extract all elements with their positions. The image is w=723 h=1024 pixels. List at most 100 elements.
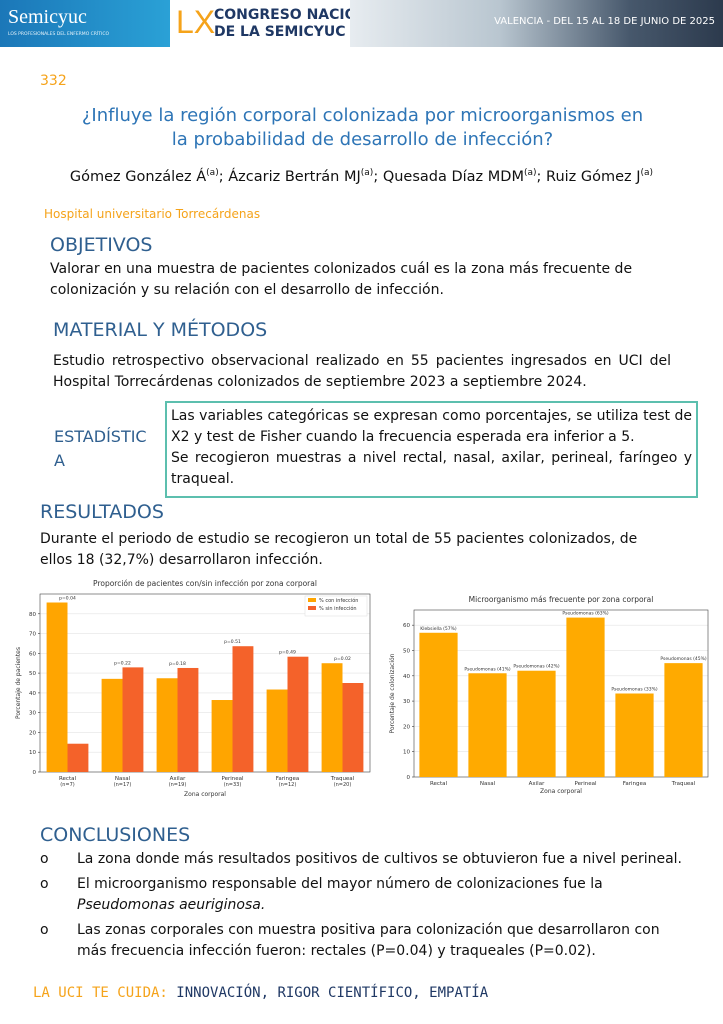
author-name: Quesada Díaz MDM	[382, 168, 524, 185]
x-tick-note: (n=7)	[60, 782, 74, 788]
legend-label: % sin infección	[319, 605, 357, 612]
x-tick-note: (n=17)	[114, 782, 132, 788]
stats-line: Se recogieron muestras a nivel rectal, n…	[171, 450, 692, 487]
section-heading: CONCLUSIONES	[40, 824, 191, 846]
section-text: Durante el periodo de estudio se recogie…	[40, 531, 638, 568]
x-tick-label: Traqueal	[671, 781, 696, 787]
x-tick-label: Nasal	[115, 776, 131, 782]
x-tick-note: (n=19)	[169, 782, 187, 788]
x-tick-label: Axilar	[170, 776, 186, 782]
p-value: p=0.04	[59, 596, 76, 602]
y-tick-label: 10	[29, 750, 36, 756]
logo-tagline: LOS PROFESIONALES DEL ENFERMO CRÍTICO	[8, 32, 110, 37]
poster-title: ¿Influye la región corporal colonizada p…	[81, 105, 644, 150]
y-axis-label: Porcentaje de pacientes	[15, 647, 22, 719]
conclusion-italic: Pseudomonas aeuriginosa.	[77, 897, 266, 913]
bar	[46, 602, 68, 772]
y-tick-label: 30	[29, 711, 36, 717]
x-tick-note: (n=12)	[279, 782, 297, 788]
author-name: Ázcariz Bertrán MJ	[228, 168, 361, 185]
legend-box	[304, 595, 368, 617]
section-heading: OBJETIVOS	[50, 234, 153, 256]
bar	[517, 670, 556, 777]
author-affiliation: (a)	[206, 168, 219, 178]
conclusion-item: o La zona donde más resultados positivos …	[40, 849, 690, 870]
legend-label: % con infección	[319, 597, 358, 604]
bar	[266, 689, 288, 772]
x-tick-label: Faringea	[623, 781, 647, 787]
x-tick-note: (n=20)	[334, 782, 352, 788]
chart: Proporción de pacientes con/sin infecció…	[15, 579, 371, 798]
y-tick-label: 10	[403, 750, 410, 756]
y-tick-label: 70	[29, 632, 36, 638]
bar	[468, 673, 507, 777]
conclusion-item: o Las zonas corporales con muestra positi…	[40, 920, 690, 962]
header-logo-band: Semicyuc LOS PROFESIONALES DEL ENFERMO C…	[0, 0, 170, 47]
p-value: p=0.22	[114, 660, 131, 666]
conclusion-text: Las zonas corporales con muestra positiv…	[77, 922, 660, 959]
poster-number: 332	[40, 73, 67, 89]
author-affiliation: (a)	[523, 168, 537, 178]
bar	[664, 663, 703, 777]
bar	[419, 632, 458, 777]
author-affiliation: (a)	[360, 168, 374, 178]
x-tick-note: (n=33)	[224, 782, 242, 788]
x-axis-label: Zona corporal	[540, 788, 582, 795]
bar	[156, 678, 178, 772]
x-tick-label: Nasal	[480, 781, 496, 787]
author-separator: ;	[536, 168, 542, 185]
header-banner: VALENCIA - DEL 15 AL 18 DE JUNIO DE 2025	[350, 0, 723, 47]
bar	[101, 678, 123, 772]
footer: LA UCI TE CUIDA: INNOVACIÓN, RIGOR CIENT…	[33, 985, 488, 1001]
y-tick-label: 40	[403, 674, 410, 680]
value-label: Pseudomonas (33%)	[611, 687, 657, 693]
x-tick-label: Rectal	[59, 776, 77, 782]
authors: Gómez González Á(a); Ázcariz Bertrán MJ(…	[0, 168, 723, 185]
chart: Microorganismo más frecuente por zona co…	[389, 595, 709, 795]
y-tick-label: 20	[29, 730, 36, 736]
section-heading: MATERIAL Y MÉTODOS	[53, 319, 268, 341]
chart-title: Proporción de pacientes con/sin infecció…	[93, 579, 317, 588]
stats-line: Las variables categóricas se expresan co…	[171, 408, 692, 445]
conclusion-text: La zona donde más resultados positivos d…	[77, 851, 683, 867]
y-tick-label: 50	[403, 648, 410, 654]
x-tick-label: Perineal	[221, 776, 244, 782]
value-label: Pseudomonas (45%)	[660, 656, 706, 662]
author-affiliation: (a)	[640, 168, 654, 178]
y-tick-label: 60	[403, 623, 410, 629]
y-tick-label: 0	[407, 775, 411, 781]
y-tick-label: 80	[29, 612, 36, 618]
x-tick-label: Rectal	[430, 781, 448, 787]
bar	[177, 667, 199, 772]
stats-box: Las variables categóricas se expresan co…	[165, 401, 698, 498]
section-heading: RESULTADOS	[40, 501, 164, 523]
header-congress: LX CONGRESO NACIONAL DE LA SEMICYUC	[170, 0, 388, 47]
institution: Hospital universitario Torrecárdenas	[44, 207, 261, 221]
value-label: Pseudomonas (41%)	[464, 666, 510, 672]
x-tick-label: Perineal	[574, 781, 597, 787]
bar	[122, 667, 144, 772]
x-tick-label: Traqueal	[330, 776, 355, 782]
value-label: Klebsiella (57%)	[420, 626, 457, 632]
bullet: o	[40, 876, 49, 892]
x-tick-label: Axilar	[529, 781, 545, 787]
conclusion-list: o La zona donde más resultados positivos …	[40, 849, 690, 966]
p-value: p=0.02	[334, 656, 351, 662]
bar	[321, 663, 343, 772]
section-text: Estudio retrospectivo observacional real…	[53, 353, 671, 390]
y-tick-label: 0	[33, 770, 37, 776]
p-value: p=0.49	[279, 650, 296, 656]
y-tick-label: 60	[29, 651, 36, 657]
section-heading: ESTADÍSTICA	[54, 427, 147, 470]
congress-number: LX	[176, 4, 216, 40]
p-value: p=0.18	[169, 661, 186, 667]
x-tick-label: Faringea	[276, 776, 300, 782]
congress-line: CONGRESO NACIONAL	[214, 7, 388, 23]
value-label: Pseudomonas (42%)	[513, 664, 559, 670]
legend-swatch	[308, 606, 316, 610]
p-value: p=0.51	[224, 639, 241, 645]
value-label: Pseudomonas (63%)	[562, 611, 608, 617]
bar	[232, 646, 254, 772]
